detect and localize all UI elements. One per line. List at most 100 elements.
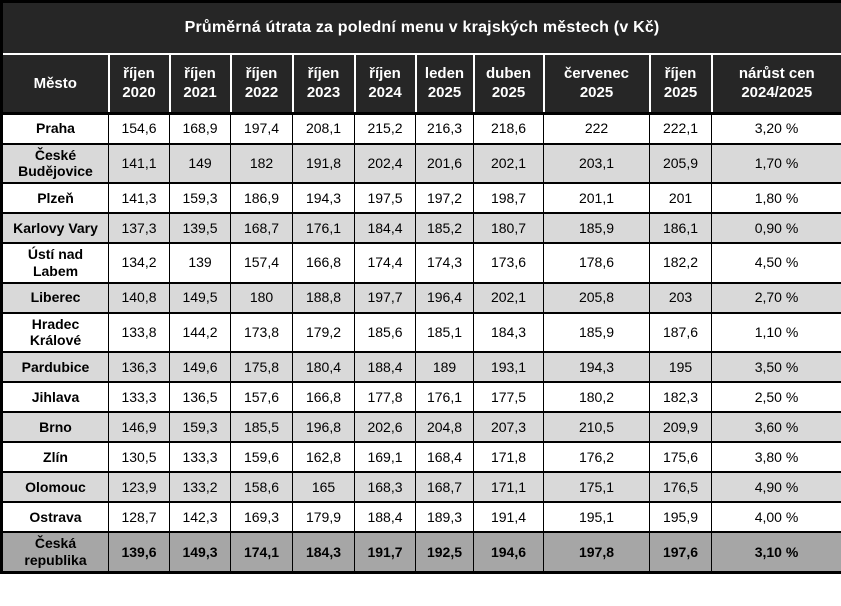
value-cell: 176,1 [415, 381, 474, 414]
value-cell: 139,5 [169, 212, 231, 245]
value-cell: 149,6 [169, 351, 231, 384]
value-cell: 141,1 [108, 142, 170, 185]
value-cell: 189,3 [415, 501, 474, 534]
value-cell: 128,7 [108, 501, 170, 534]
value-cell: 133,2 [169, 471, 231, 504]
value-cell: 158,6 [230, 471, 293, 504]
value-cell: 137,3 [108, 212, 170, 245]
value-cell: 166,8 [292, 242, 355, 284]
value-cell: 194,3 [292, 182, 355, 215]
value-cell: 139 [169, 242, 231, 284]
value-cell: 196,8 [292, 411, 355, 444]
value-cell: 207,3 [473, 411, 544, 444]
value-cell: 182 [230, 142, 293, 185]
table-row: Olomouc 123,9 133,2 158,6 165 168,3 168,7 171,1… [1, 471, 841, 504]
value-cell: 3,20 % [710, 112, 841, 145]
row-label: Praha [1, 112, 109, 145]
table-row: České Budějovice 141,1 149 182 191,8 202,4 201… [1, 142, 841, 185]
value-cell: 202,1 [473, 142, 544, 185]
value-cell: 192,5 [415, 531, 474, 574]
value-cell: 171,1 [473, 471, 544, 504]
value-cell: 2,70 % [710, 281, 841, 314]
table-row: Brno 146,9 159,3 185,5 196,8 202,6 204,8 207,3 2… [1, 411, 841, 444]
value-cell: 174,1 [230, 531, 293, 574]
value-cell: 191,8 [292, 142, 355, 185]
value-cell: 201 [649, 182, 712, 215]
value-cell: 136,3 [108, 351, 170, 384]
value-cell: 168,7 [415, 471, 474, 504]
value-cell: 182,2 [649, 242, 712, 284]
value-cell: 3,50 % [710, 351, 841, 384]
value-cell: 196,4 [415, 281, 474, 314]
value-cell: 179,2 [292, 311, 355, 354]
table-row: Ostrava 128,7 142,3 169,3 179,9 188,4 189,3 191… [1, 501, 841, 534]
row-label: Olomouc [1, 471, 109, 504]
value-cell: 168,9 [169, 112, 231, 145]
row-label: Pardubice [1, 351, 109, 384]
column-header: říjen 2025 [648, 53, 713, 115]
value-cell: 166,8 [292, 381, 355, 414]
value-cell: 157,4 [230, 242, 293, 284]
value-cell: 140,8 [108, 281, 170, 314]
table-row: Liberec 140,8 149,5 180 188,8 197,7 196,4 202,1… [1, 281, 841, 314]
table-row: Karlovy Vary 137,3 139,5 168,7 176,1 184,4 185… [1, 212, 841, 245]
value-cell: 185,1 [415, 311, 474, 354]
value-cell: 1,80 % [710, 182, 841, 215]
value-cell: 177,8 [354, 381, 416, 414]
value-cell: 185,9 [543, 311, 650, 354]
column-header: říjen 2020 [107, 53, 171, 115]
value-cell: 174,3 [415, 242, 474, 284]
value-cell: 134,2 [108, 242, 170, 284]
value-cell: 175,1 [543, 471, 650, 504]
value-cell: 188,8 [292, 281, 355, 314]
value-cell: 1,70 % [710, 142, 841, 185]
value-cell: 194,6 [473, 531, 544, 574]
title-row: Průměrná útrata za polední menu v krajsk… [1, 1, 841, 55]
column-header: duben 2025 [472, 53, 545, 115]
column-header: říjen 2021 [168, 53, 232, 115]
value-cell: 197,6 [649, 531, 712, 574]
table-title: Průměrná útrata za polední menu v krajsk… [1, 1, 841, 55]
lunch-price-table: Průměrná útrata za polední menu v krajsk… [0, 0, 841, 574]
value-cell: 195,1 [543, 501, 650, 534]
value-cell: 198,7 [473, 182, 544, 215]
value-cell: 185,6 [354, 311, 416, 354]
value-cell: 191,4 [473, 501, 544, 534]
value-cell: 142,3 [169, 501, 231, 534]
value-cell: 168,3 [354, 471, 416, 504]
value-cell: 205,8 [543, 281, 650, 314]
value-cell: 168,7 [230, 212, 293, 245]
value-cell: 178,6 [543, 242, 650, 284]
value-cell: 179,9 [292, 501, 355, 534]
row-label: Zlín [1, 441, 109, 474]
value-cell: 184,3 [292, 531, 355, 574]
row-label: Hradec Králové [1, 311, 109, 354]
table-row: Zlín 130,5 133,3 159,6 162,8 169,1 168,4 171,8 1… [1, 441, 841, 474]
table-row: Ústí nad Labem 134,2 139 157,4 166,8 174,4 174… [1, 242, 841, 284]
value-cell: 195,9 [649, 501, 712, 534]
value-cell: 159,6 [230, 441, 293, 474]
column-header-city: Město [0, 53, 110, 115]
value-cell: 4,00 % [710, 501, 841, 534]
value-cell: 197,2 [415, 182, 474, 215]
value-cell: 186,9 [230, 182, 293, 215]
value-cell: 1,10 % [710, 311, 841, 354]
value-cell: 168,4 [415, 441, 474, 474]
value-cell: 176,2 [543, 441, 650, 474]
value-cell: 133,3 [108, 381, 170, 414]
table-row: Plzeň 141,3 159,3 186,9 194,3 197,5 197,2 198,7… [1, 182, 841, 215]
value-cell: 205,9 [649, 142, 712, 185]
value-cell: 210,5 [543, 411, 650, 444]
row-label: Jihlava [1, 381, 109, 414]
value-cell: 169,1 [354, 441, 416, 474]
value-cell: 133,3 [169, 441, 231, 474]
value-cell: 189 [415, 351, 474, 384]
value-cell: 0,90 % [710, 212, 841, 245]
value-cell: 180,4 [292, 351, 355, 384]
table-row: Pardubice 136,3 149,6 175,8 180,4 188,4 189 193… [1, 351, 841, 384]
value-cell: 185,9 [543, 212, 650, 245]
value-cell: 216,3 [415, 112, 474, 145]
value-cell: 174,4 [354, 242, 416, 284]
value-cell: 139,6 [108, 531, 170, 574]
value-cell: 177,5 [473, 381, 544, 414]
